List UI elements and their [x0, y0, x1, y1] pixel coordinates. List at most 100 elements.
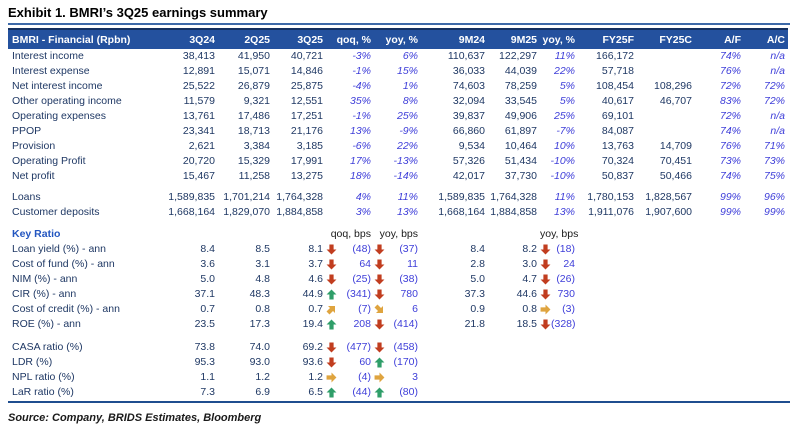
down-arrow-icon	[540, 244, 551, 255]
empty-cell	[637, 355, 695, 370]
down-arrow-icon	[326, 274, 337, 285]
spacer-row	[8, 332, 788, 340]
bps-value: (3)	[562, 303, 575, 315]
pct-cell: n/a	[770, 110, 785, 122]
row-label-cell: NPL ratio (%)	[12, 371, 75, 383]
bps-cell-content: (341)	[326, 287, 371, 302]
row-label-cell: NIM (%) - ann	[12, 273, 78, 285]
value-cell: 1,668,164	[438, 206, 485, 218]
row-label-cell: Operating Profit	[12, 155, 86, 167]
down-arrow-icon	[374, 289, 385, 300]
value-cell: 17,251	[290, 110, 323, 122]
empty-cell	[695, 355, 744, 370]
table-row: PPOP 23,341 18,713 21,176 13% -9% 66,860 61,897…	[8, 124, 788, 139]
bps-cell-content: (44)	[326, 385, 371, 400]
empty-cell	[488, 340, 540, 355]
row-label-cell: CIR (%) - ann	[12, 288, 77, 300]
column-header: 3Q24	[156, 28, 218, 49]
column-header: yoy, %	[374, 28, 421, 49]
down-arrow-icon	[374, 342, 385, 353]
value-cell: 44.6	[516, 288, 537, 300]
empty-cell	[578, 302, 637, 317]
ratio-row: Loan yield (%) - ann 8.4 8.5 8.1 (48) (37) 8.4…	[8, 242, 788, 257]
yoy-bps-header: yoy, bps	[379, 228, 418, 240]
row-label-cell: LaR ratio (%)	[12, 386, 74, 398]
bps-value: 24	[563, 258, 575, 270]
bps-cell: 3	[374, 370, 421, 385]
empty-cell	[578, 287, 637, 302]
empty-cell	[578, 242, 637, 257]
table-header: BMRI - Financial (Rpbn) 3Q24 2Q25 3Q25 qoq, …	[8, 28, 788, 49]
bps-cell: (37)	[374, 242, 421, 257]
bps-value: (37)	[399, 243, 418, 255]
value-cell: 69,101	[601, 110, 634, 122]
bps-cell-content: (7)	[326, 302, 371, 317]
pct-cell: 74%	[719, 50, 741, 62]
pct-cell: 17%	[349, 155, 371, 167]
bps-cell-content: 60	[326, 355, 371, 370]
pct-cell: 11%	[554, 50, 575, 62]
pct-cell: 4%	[355, 191, 371, 203]
row-label-cell: Interest expense	[12, 65, 90, 77]
empty-cell	[578, 355, 637, 370]
empty-cell	[744, 370, 788, 385]
value-cell: 32,094	[452, 95, 485, 107]
value-cell	[637, 124, 695, 139]
right-arrow-icon	[326, 372, 337, 383]
bps-value: (48)	[352, 243, 371, 255]
value-cell: 166,172	[596, 50, 634, 62]
value-cell: 61,897	[504, 125, 537, 137]
value-cell: 0.7	[200, 303, 215, 315]
value-cell: 3.7	[308, 258, 323, 270]
bps-value: (26)	[556, 273, 575, 285]
row-label-cell: CASA ratio (%)	[12, 341, 83, 353]
bps-cell: (25)	[326, 272, 374, 287]
value-cell: 37.3	[464, 288, 485, 300]
pct-cell: -14%	[393, 170, 418, 182]
value-cell: 7.3	[200, 386, 215, 398]
exhibit-title: Exhibit 1. BMRI’s 3Q25 earnings summary	[8, 5, 268, 20]
row-label-cell: Net profit	[12, 170, 55, 182]
bps-cell: 11	[374, 257, 421, 272]
ratio-row: LaR ratio (%) 7.3 6.9 6.5 (44) (80)	[8, 385, 788, 400]
value-cell: 50,466	[659, 170, 692, 182]
pct-cell: -1%	[352, 65, 371, 77]
empty-cell	[695, 272, 744, 287]
value-cell: 70,324	[601, 155, 634, 167]
bps-cell: (7)	[326, 302, 374, 317]
value-cell: 8.5	[255, 243, 270, 255]
value-cell: 8.2	[522, 243, 537, 255]
row-label-cell: Operating expenses	[12, 110, 106, 122]
column-header: BMRI - Financial (Rpbn)	[8, 28, 156, 49]
empty-cell	[695, 302, 744, 317]
bps-cell-content: 64	[326, 257, 371, 272]
empty-cell	[578, 370, 637, 385]
pct-cell: 71%	[763, 140, 785, 152]
pct-cell: 25%	[396, 110, 418, 122]
bps-cell: (458)	[374, 340, 421, 355]
value-cell: 1,668,164	[168, 206, 215, 218]
down-arrow-icon	[326, 259, 337, 270]
value-cell: 44,039	[504, 65, 537, 77]
empty-cell	[695, 370, 744, 385]
ratio-row: Cost of credit (%) - ann 0.7 0.8 0.7 (7) 6 0.9…	[8, 302, 788, 317]
empty-cell	[273, 227, 326, 242]
value-cell: 108,454	[596, 80, 634, 92]
bps-cell-content: (170)	[374, 355, 418, 370]
value-cell: 50,837	[601, 170, 634, 182]
pct-cell: 96%	[763, 191, 785, 203]
value-cell: 3,185	[296, 140, 323, 152]
empty-cell	[744, 242, 788, 257]
pct-cell: -7%	[556, 125, 575, 137]
empty-cell	[540, 370, 578, 385]
value-cell: 25,522	[182, 80, 215, 92]
value-cell: 18,713	[237, 125, 270, 137]
empty-cell	[421, 370, 488, 385]
table-row: Provision 2,621 3,384 3,185 -6% 22% 9,534 10,46…	[8, 139, 788, 154]
pct-cell: 11%	[397, 191, 418, 203]
down-arrow-icon	[374, 319, 385, 330]
column-header: yoy, %	[540, 28, 578, 49]
column-header: FY25F	[578, 28, 637, 49]
empty-cell	[578, 227, 637, 242]
table-row: Net profit 15,467 11,258 13,275 18% -14% 42,01…	[8, 169, 788, 184]
